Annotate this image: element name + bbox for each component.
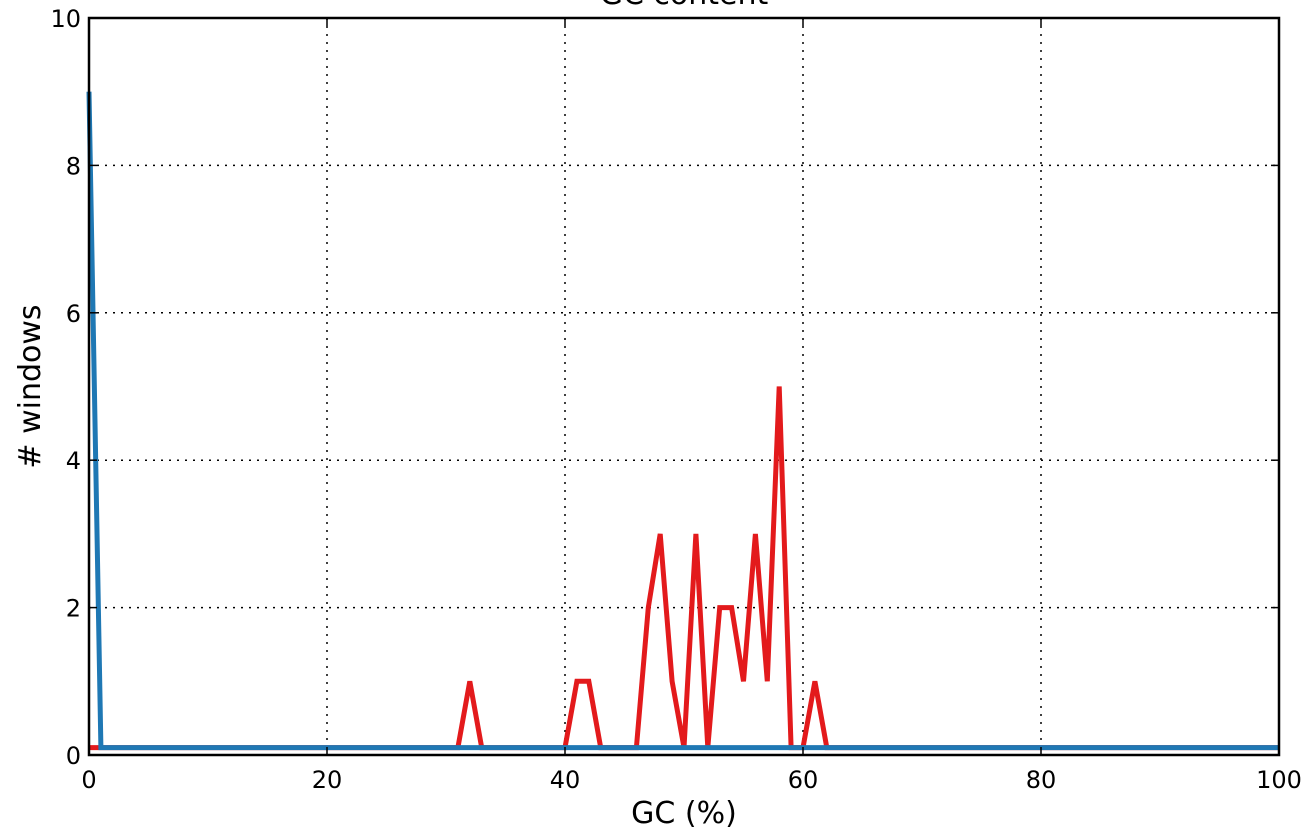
x-tick-label: 100	[1256, 766, 1302, 794]
series-line-2	[86, 91, 1279, 751]
chart-title: GC content	[600, 0, 769, 12]
y-axis-title: # windows	[13, 304, 48, 468]
series-lines	[86, 91, 1279, 751]
y-tick-label: 4	[66, 447, 81, 475]
x-axis-title: GC (%)	[631, 796, 737, 831]
x-tick-labels: 0 20 40 60 80 100	[81, 766, 1302, 794]
y-tick-label: 8	[66, 152, 81, 180]
grid-lines	[89, 18, 1279, 755]
x-tick-label: 60	[788, 766, 819, 794]
x-tick-label: 40	[550, 766, 581, 794]
y-tick-label: 6	[66, 300, 81, 328]
series-line-1	[89, 386, 1279, 751]
y-tick-label: 0	[66, 742, 81, 770]
x-tick-label: 20	[312, 766, 343, 794]
plot-frame	[87, 16, 1281, 757]
x-tick-label: 80	[1026, 766, 1057, 794]
axis-ticks	[88, 17, 1280, 756]
x-tick-label: 0	[81, 766, 96, 794]
y-tick-label: 10	[50, 5, 81, 33]
y-tick-labels: 0 2 4 6 8 10	[50, 5, 81, 770]
y-tick-label: 2	[66, 595, 81, 623]
